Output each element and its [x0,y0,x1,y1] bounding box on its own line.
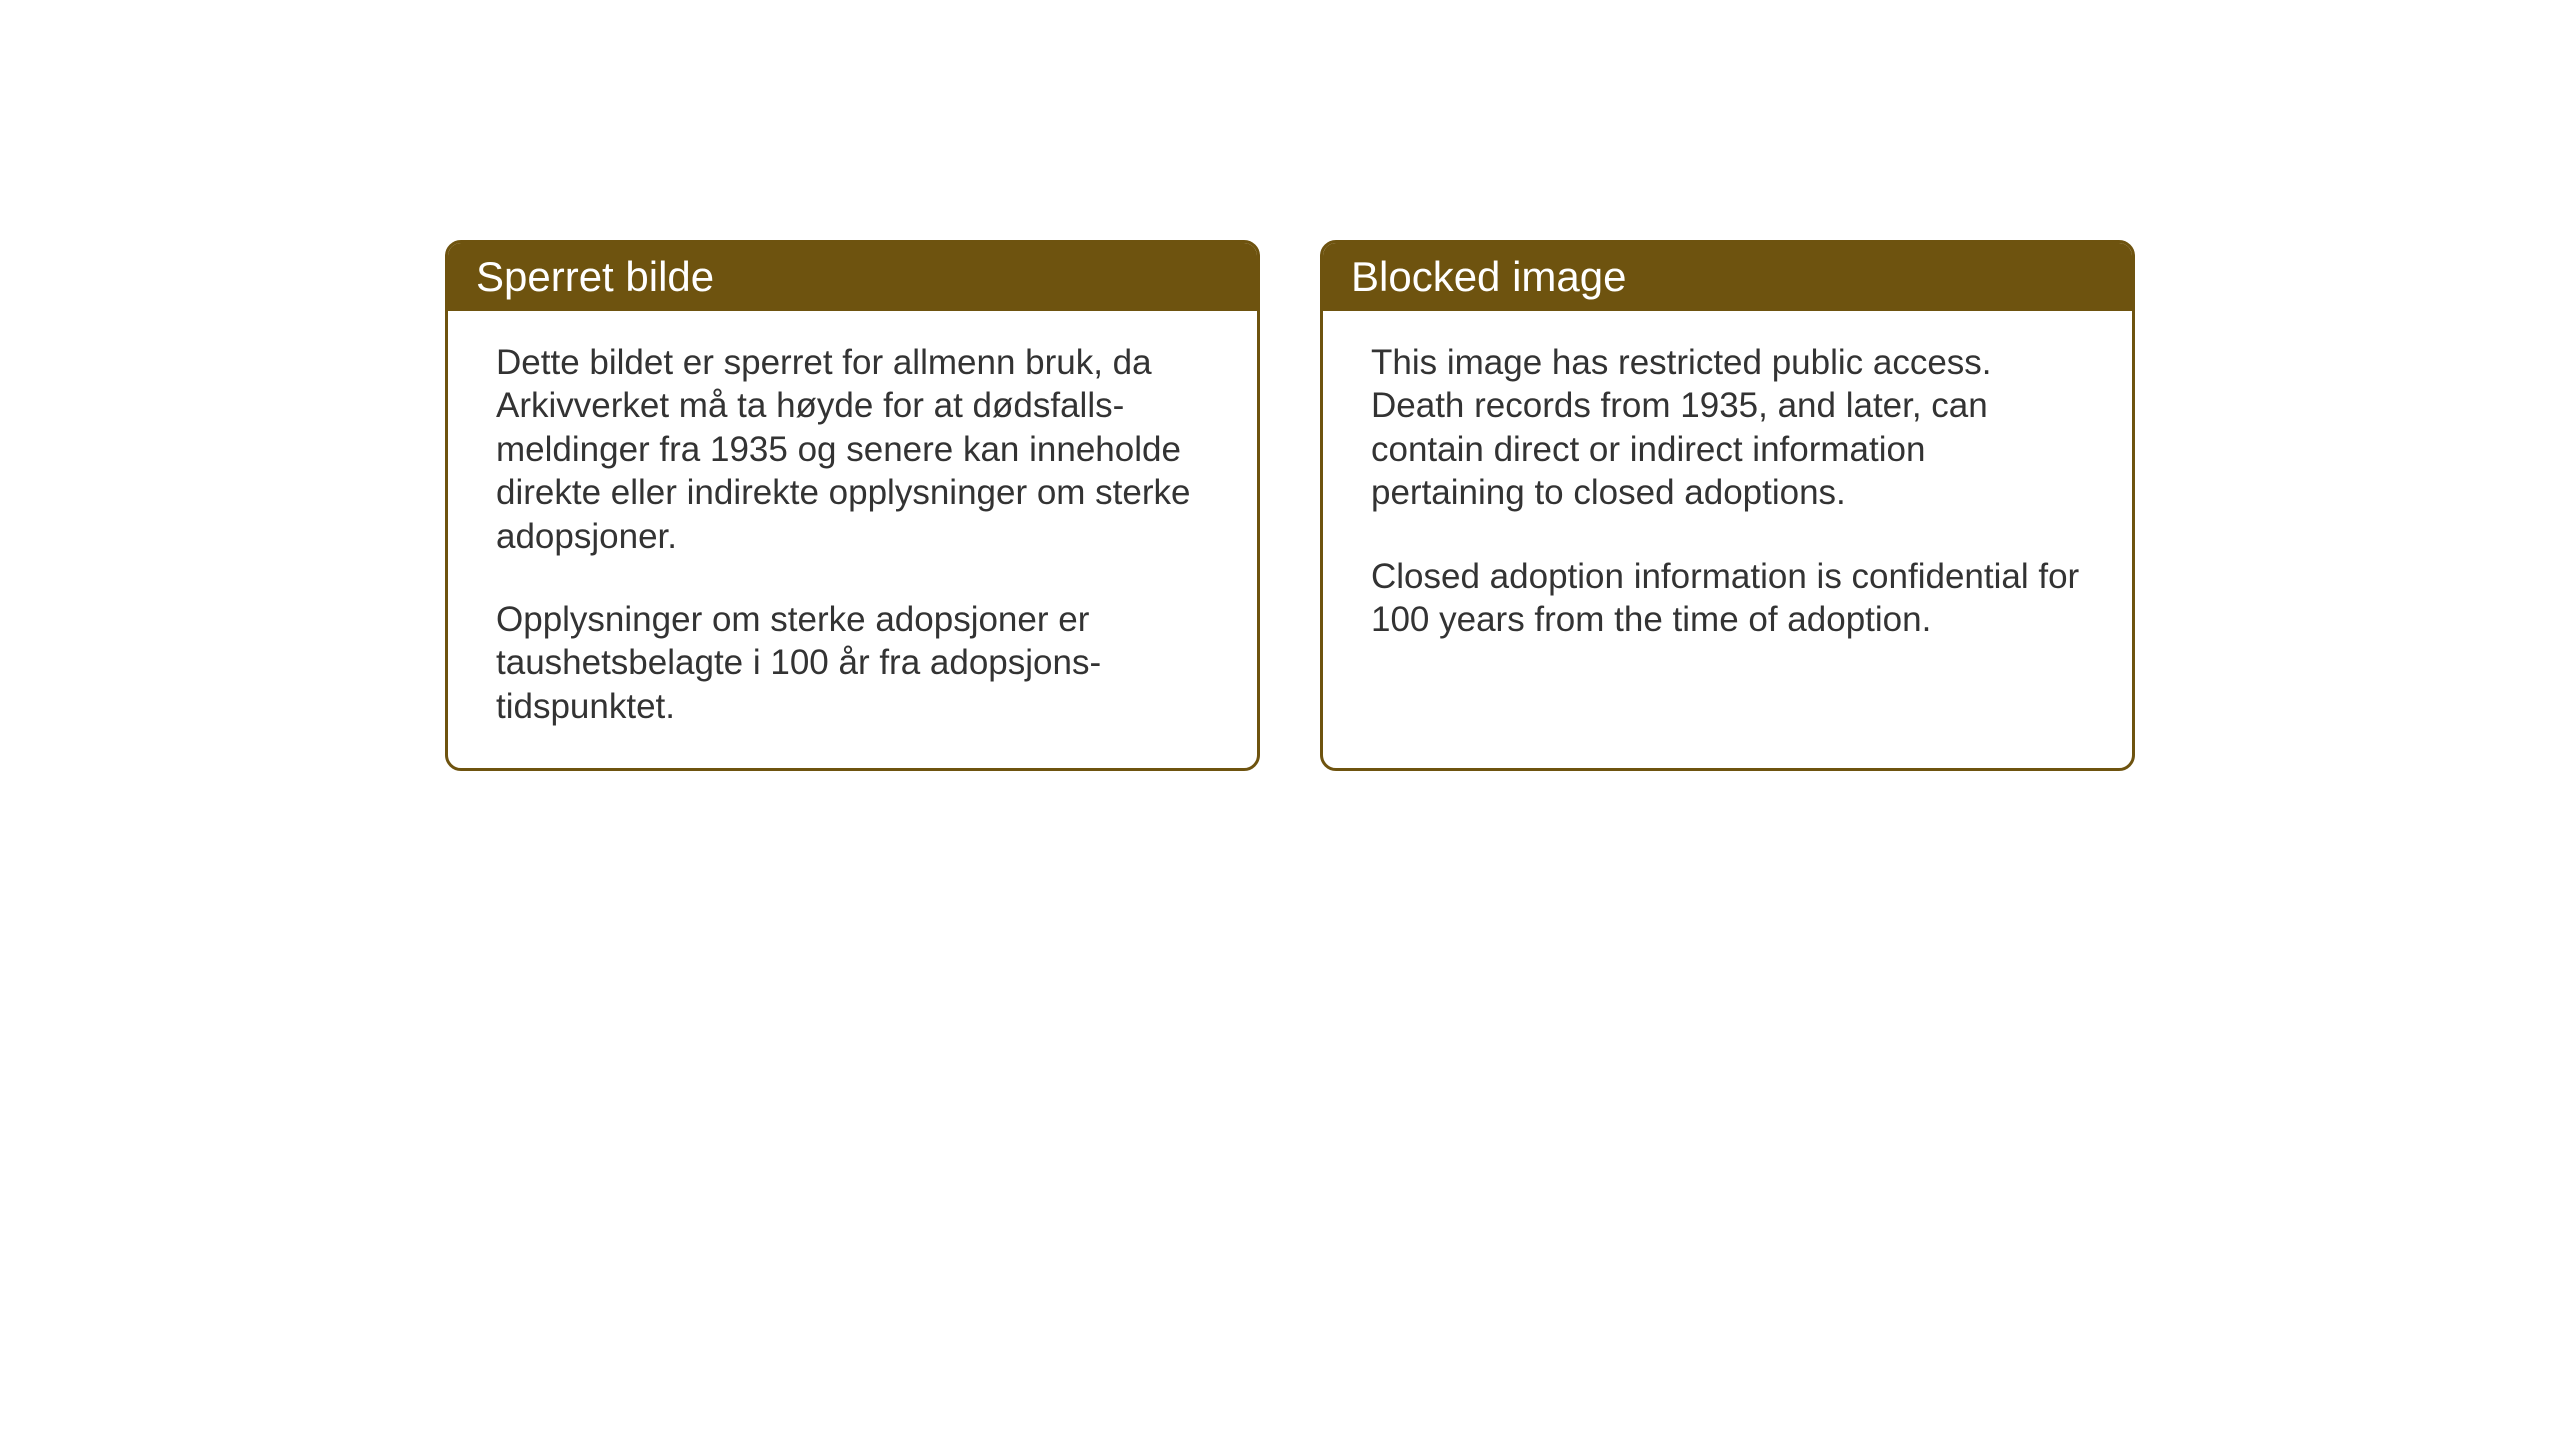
english-notice-card: Blocked image This image has restricted … [1320,240,2135,771]
norwegian-notice-card: Sperret bilde Dette bildet er sperret fo… [445,240,1260,771]
english-card-body: This image has restricted public access.… [1323,311,2132,681]
english-paragraph-2: Closed adoption information is confident… [1371,555,2084,642]
norwegian-paragraph-2: Opplysninger om sterke adopsjoner er tau… [496,598,1209,728]
english-card-title: Blocked image [1351,253,1626,300]
norwegian-paragraph-1: Dette bildet er sperret for allmenn bruk… [496,341,1209,558]
norwegian-card-body: Dette bildet er sperret for allmenn bruk… [448,311,1257,768]
english-card-header: Blocked image [1323,243,2132,311]
norwegian-card-title: Sperret bilde [476,253,714,300]
english-paragraph-1: This image has restricted public access.… [1371,341,2084,515]
norwegian-card-header: Sperret bilde [448,243,1257,311]
notice-container: Sperret bilde Dette bildet er sperret fo… [445,240,2135,771]
